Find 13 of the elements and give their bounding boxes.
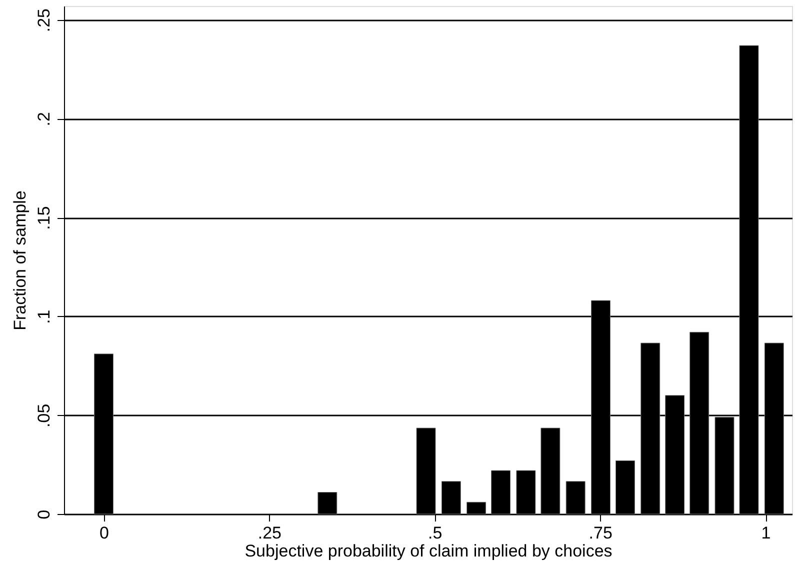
x-tick-label: .75 xyxy=(588,524,612,542)
y-tick-label: .25 xyxy=(34,8,54,32)
x-tick-label: .5 xyxy=(428,524,442,542)
y-tick-label: .05 xyxy=(34,404,54,428)
y-tick-label: .2 xyxy=(34,112,54,126)
y-tick-label: .1 xyxy=(34,310,54,324)
y-tick-label: .15 xyxy=(34,206,54,230)
x-tick-label: 0 xyxy=(99,524,109,542)
x-tick-label: 1 xyxy=(761,524,771,542)
y-tick-label: 0 xyxy=(34,510,54,520)
y-axis-title: Fraction of sample xyxy=(10,190,30,330)
x-tick-label: .25 xyxy=(258,524,282,542)
x-axis-title: Subjective probability of claim implied by choices xyxy=(244,542,612,560)
